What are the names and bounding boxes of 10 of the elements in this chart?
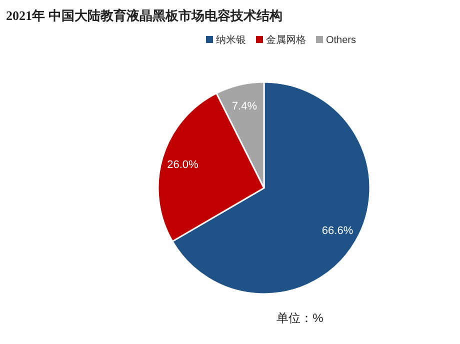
legend-label: 金属网格 xyxy=(266,34,306,46)
data-label: 66.6% xyxy=(322,225,354,238)
legend-label: Others xyxy=(326,35,356,46)
data-label: 7.4% xyxy=(232,100,258,112)
legend-label: 纳米银 xyxy=(216,34,246,46)
chart-title: 2021年 中国大陆教育液晶黑板市场电容技术结构 xyxy=(6,8,282,23)
data-label: 26.0% xyxy=(167,158,199,171)
text: 单位：% xyxy=(276,311,324,325)
pie-slice xyxy=(157,92,265,242)
pie-slice xyxy=(216,81,265,189)
